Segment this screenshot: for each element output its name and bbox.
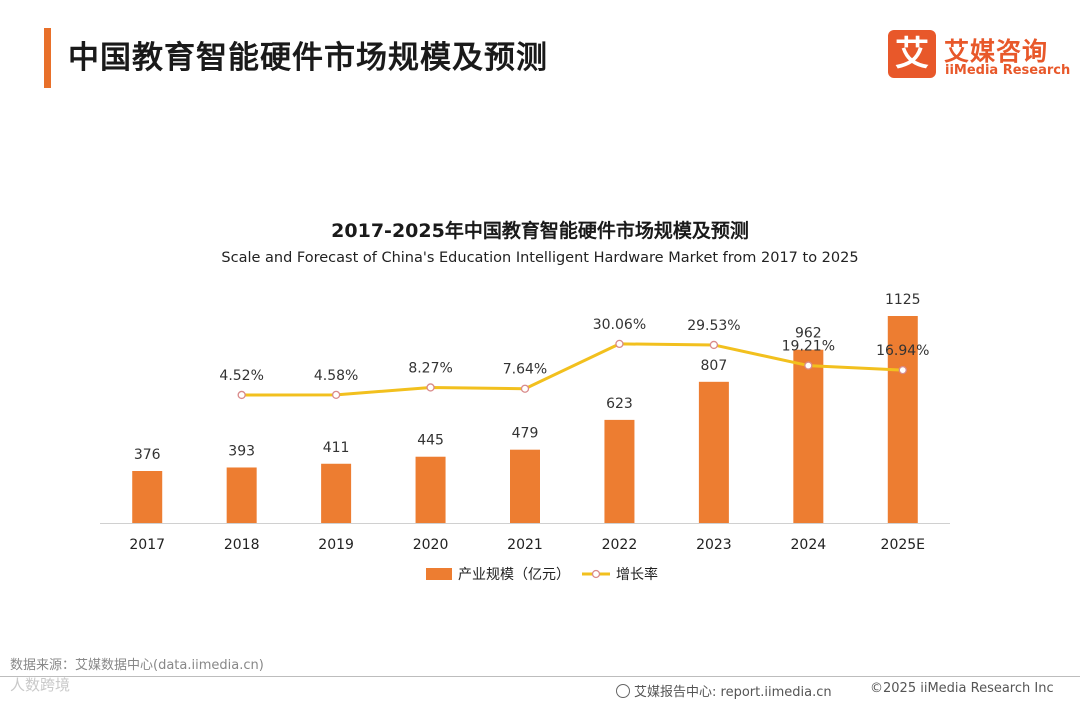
growth-rate-point	[426, 383, 435, 392]
growth-rate-label: 16.94%	[876, 343, 929, 359]
legend-bar-swatch	[426, 568, 452, 580]
x-tick-label: 2019	[318, 537, 354, 553]
growth-rate-label: 19.21%	[782, 339, 835, 355]
footer-divider	[0, 676, 1080, 677]
footer-report-center: 艾媒报告中心: report.iimedia.cn	[616, 681, 832, 700]
bar-2021	[510, 449, 540, 523]
growth-rate-point	[898, 365, 907, 375]
watermark: 人数跨境	[10, 676, 71, 694]
bar-2019	[321, 463, 352, 523]
bar-value-label: 393	[228, 443, 255, 459]
x-tick-label: 2023	[696, 537, 732, 553]
growth-rate-label: 8.27%	[408, 360, 452, 376]
title-accent-bar	[44, 28, 51, 88]
page-title: 中国教育智能硬件市场规模及预测	[68, 40, 548, 76]
bar-value-label: 479	[512, 426, 539, 442]
chart-title: 2017-2025年中国教育智能硬件市场规模及预测	[331, 220, 749, 242]
bar-value-label: 411	[323, 440, 350, 456]
growth-rate-label: 29.53%	[687, 318, 740, 334]
bar-value-label: 962	[795, 326, 822, 342]
bar-2020	[415, 456, 446, 523]
growth-rate-point	[615, 339, 624, 349]
x-tick-label: 2021	[507, 537, 543, 553]
report-center-text: 艾媒报告中心: report.iimedia.cn	[634, 685, 832, 700]
growth-rate-line	[241, 342, 903, 397]
bar-2023	[698, 381, 729, 523]
bar-value-label: 445	[417, 433, 444, 449]
footer-copyright: ©2025 iiMedia Research Inc	[870, 681, 1054, 696]
x-tick-label: 2017	[129, 537, 165, 553]
bar-value-label: 376	[134, 447, 161, 463]
growth-rate-point	[331, 390, 341, 399]
bar-value-label: 807	[701, 358, 728, 374]
growth-rate-point	[520, 384, 530, 393]
bar-2018	[226, 467, 257, 523]
growth-rate-label: 7.64%	[503, 362, 547, 378]
growth-rate-label: 4.52%	[219, 368, 263, 384]
growth-rate-point	[804, 361, 813, 370]
x-tick-label: 2020	[413, 537, 449, 553]
growth-rate-label: 30.06%	[593, 317, 646, 333]
bar-2024	[793, 349, 824, 523]
globe-icon	[616, 684, 630, 698]
logo-name-cn: 艾媒咨询	[944, 37, 1049, 66]
x-tick-label: 2018	[224, 537, 260, 553]
growth-rate-point	[237, 390, 246, 400]
data-source: 数据来源：艾媒数据中心(data.iimedia.cn)	[10, 658, 264, 673]
bar-2017	[132, 471, 163, 523]
brand-logo: 艾 艾媒咨询 iiMedia Research	[888, 30, 1071, 82]
x-tick-label: 2024	[791, 537, 827, 553]
bar-2025E	[887, 316, 918, 523]
x-tick-label: 2025E	[881, 537, 925, 553]
chart-subtitle: Scale and Forecast of China's Education …	[221, 250, 859, 266]
growth-rate-point	[709, 340, 719, 350]
legend-bar-label: 产业规模（亿元）	[458, 567, 570, 583]
bar-value-label: 623	[606, 396, 633, 412]
bar-2022	[604, 419, 635, 523]
x-tick-label: 2022	[602, 537, 638, 553]
bar-value-label: 1125	[885, 292, 921, 308]
legend-line-marker	[591, 569, 601, 579]
logo-mark-icon: 艾	[888, 30, 936, 78]
growth-rate-label: 4.58%	[314, 368, 358, 384]
legend-line-label: 增长率	[616, 566, 658, 583]
logo-name-en: iiMedia Research	[945, 63, 1071, 78]
